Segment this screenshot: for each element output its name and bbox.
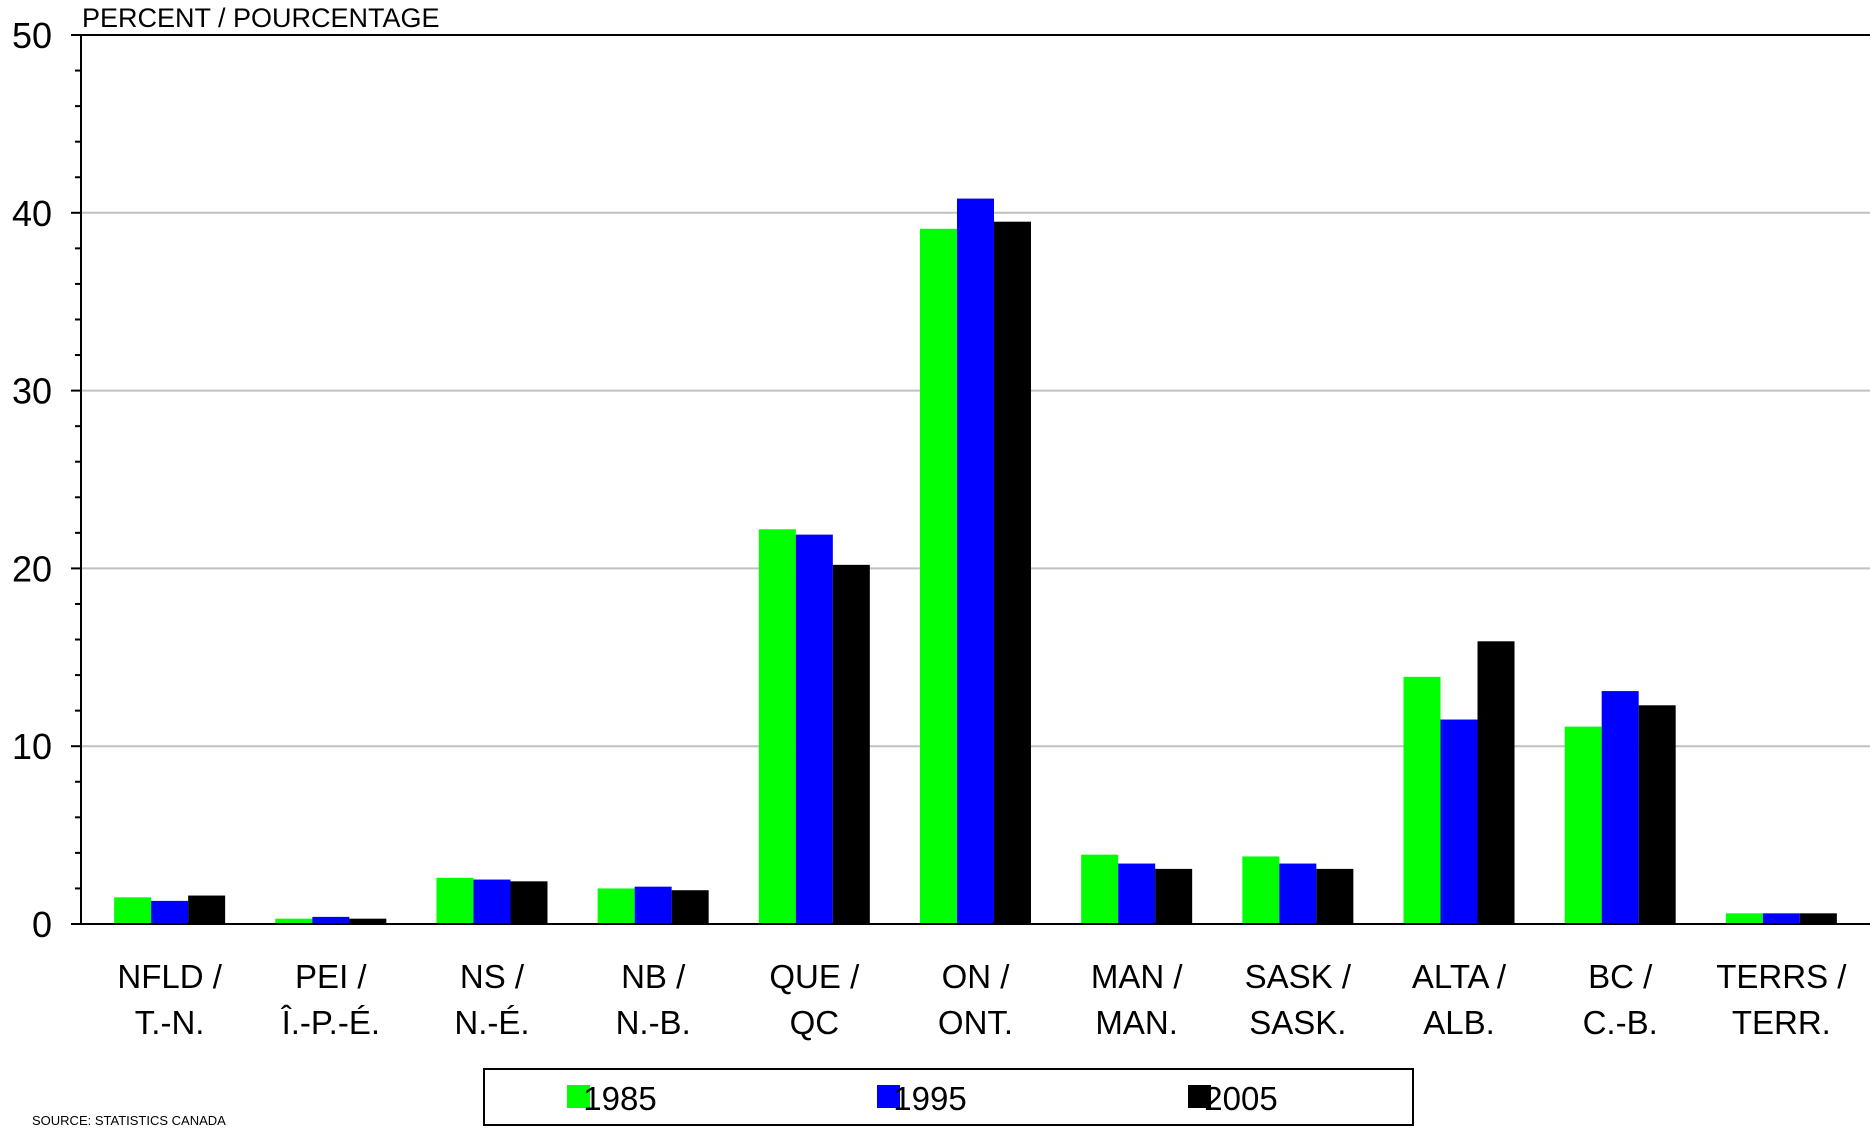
legend-label: 1995 — [893, 1080, 966, 1117]
legend-box — [483, 1068, 1414, 1126]
bar-2005 — [1799, 913, 1837, 924]
bar-1985 — [1725, 913, 1763, 924]
x-tick-label: TERRS / — [1716, 958, 1847, 995]
bar-1995 — [795, 534, 833, 924]
x-tick-label: BC / — [1588, 958, 1653, 995]
bar-1985 — [114, 897, 152, 924]
bar-1985 — [597, 888, 635, 924]
bar-1985 — [436, 877, 474, 924]
x-tick-label: NS / — [460, 958, 525, 995]
x-tick-label: ALTA / — [1412, 958, 1507, 995]
x-tick-label: PEI / — [295, 958, 367, 995]
bar-1985 — [1242, 856, 1280, 924]
x-tick-label: ON / — [942, 958, 1011, 995]
x-tick-label: SASK / — [1245, 958, 1352, 995]
y-tick-labels: 0 10 20 30 40 50 — [12, 15, 52, 945]
bar-1995 — [1118, 863, 1156, 924]
bar-2005 — [994, 221, 1031, 924]
legend-label: 2005 — [1204, 1080, 1277, 1117]
legend: 1985 1995 2005 — [483, 1068, 1414, 1126]
bar-1995 — [1440, 719, 1478, 924]
x-tick-label: NFLD / — [117, 958, 222, 995]
x-tick-label: QUE / — [769, 958, 860, 995]
bar-2005 — [671, 890, 709, 924]
legend-swatch-1985 — [567, 1085, 590, 1108]
x-tick-label-secondary: ONT. — [938, 1004, 1013, 1041]
bar-1985 — [758, 529, 796, 924]
bar-1995 — [1762, 913, 1800, 924]
bar-1995 — [957, 198, 994, 925]
bar-1995 — [312, 916, 350, 924]
bar-1985 — [920, 228, 957, 924]
bar-2005 — [510, 881, 548, 924]
legend-label: 1985 — [583, 1080, 656, 1117]
x-tick-label: MAN / — [1091, 958, 1184, 995]
bar-2005 — [1155, 868, 1193, 924]
x-tick-label-secondary: C.-B. — [1583, 1004, 1658, 1041]
legend-swatch-1995 — [877, 1085, 900, 1108]
x-tick-label-secondary: N.-É. — [454, 1004, 529, 1041]
y-tick-label: 10 — [12, 726, 52, 767]
bar-2005 — [1316, 868, 1354, 924]
x-tick-label-secondary: T.-N. — [135, 1004, 205, 1041]
source-note: SOURCE: STATISTICS CANADA — [32, 1113, 226, 1128]
bar-2005 — [1638, 705, 1676, 924]
x-tick-label: NB / — [621, 958, 686, 995]
bar-1995 — [1279, 863, 1317, 924]
x-tick-label-secondary: QC — [790, 1004, 840, 1041]
bar-1995 — [473, 879, 511, 924]
bar-1995 — [151, 900, 189, 924]
y-tick-label: 40 — [12, 193, 52, 234]
y-tick-label: 30 — [12, 371, 52, 412]
bar-2005 — [349, 918, 387, 924]
bar-1995 — [634, 886, 672, 924]
bar-1985 — [1403, 676, 1441, 924]
axes — [71, 34, 1870, 925]
bar-1995 — [1601, 691, 1639, 924]
x-tick-labels: NFLD / T.-N. PEI / Î.-P.-É. NS / N.-É. NB / N.-… — [117, 958, 1847, 1041]
y-tick-label: 50 — [12, 15, 52, 56]
x-tick-label-secondary: SASK. — [1249, 1004, 1346, 1041]
x-tick-label-secondary: MAN. — [1095, 1004, 1178, 1041]
legend-swatch-2005 — [1188, 1085, 1211, 1108]
bar-2005 — [188, 895, 226, 924]
bar-2005 — [1477, 641, 1515, 924]
bars — [114, 198, 1837, 925]
bar-2005 — [832, 564, 870, 924]
y-tick-label: 20 — [12, 548, 52, 589]
bar-1985 — [275, 918, 313, 924]
y-tick-label: 0 — [32, 904, 52, 945]
x-tick-label-secondary: TERR. — [1732, 1004, 1831, 1041]
x-tick-label-secondary: Î.-P.-É. — [281, 1004, 380, 1041]
y-axis-label: PERCENT / POURCENTAGE — [82, 3, 440, 33]
x-tick-label-secondary: N.-B. — [616, 1004, 691, 1041]
bar-1985 — [1081, 854, 1119, 924]
bar-1985 — [1564, 726, 1602, 924]
x-tick-label-secondary: ALB. — [1423, 1004, 1495, 1041]
